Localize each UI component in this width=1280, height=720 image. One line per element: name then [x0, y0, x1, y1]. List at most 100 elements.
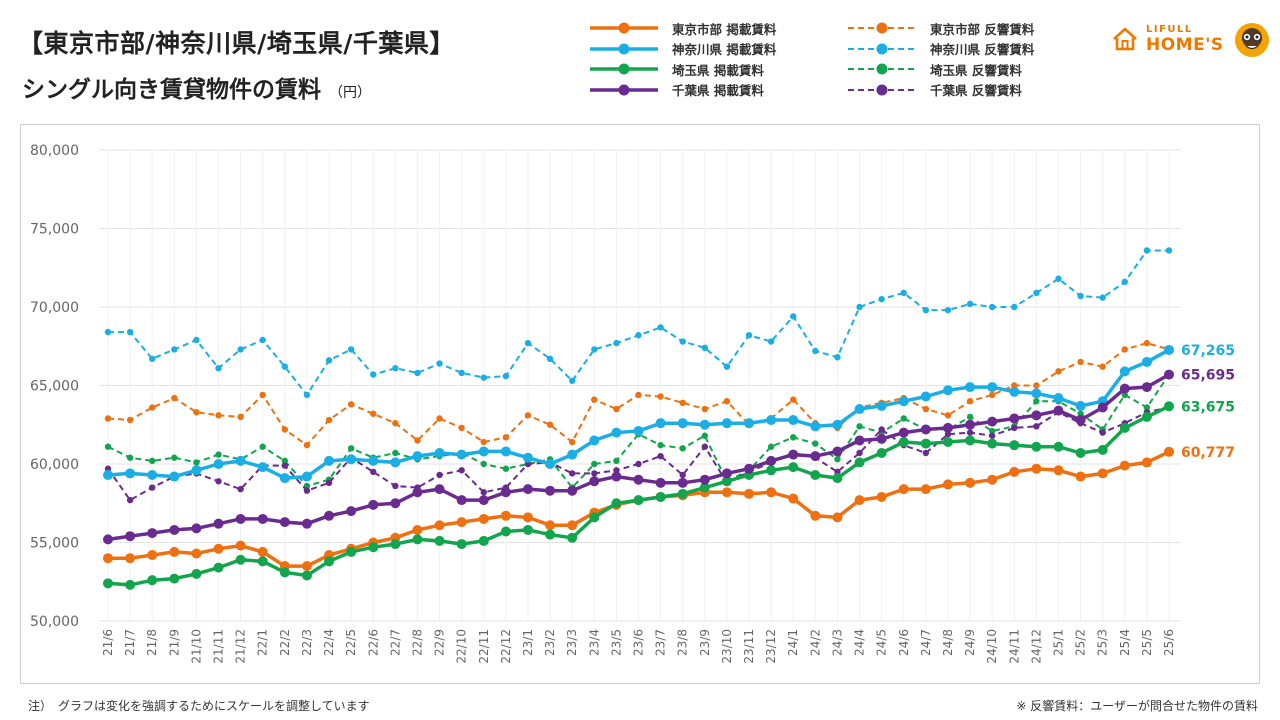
data-point	[987, 382, 998, 393]
data-point	[215, 365, 222, 372]
legend-label: 埼玉県 掲載賃料	[672, 62, 764, 78]
data-point	[723, 398, 731, 405]
data-point	[546, 421, 554, 428]
x-tick-label: 22/4	[322, 629, 336, 656]
x-tick-label: 24/2	[808, 629, 822, 656]
x-tick-label: 24/3	[830, 629, 844, 656]
legend-item: 千葉県 反響賃料	[846, 80, 1022, 100]
data-point	[325, 357, 333, 364]
x-tick-label: 22/3	[300, 629, 314, 656]
data-point	[347, 401, 355, 408]
x-tick-label: 23/2	[543, 629, 557, 656]
x-tick-label: 25/1	[1051, 629, 1065, 656]
data-point	[215, 412, 222, 419]
data-point	[657, 452, 664, 460]
line-chart: 50,000 55,000 60,000 65,000 70,000 75,000 80,0…	[30, 143, 1235, 664]
data-point	[281, 426, 289, 433]
data-point	[966, 300, 974, 308]
data-point	[589, 512, 600, 523]
x-tick-label: 23/12	[764, 629, 778, 664]
data-point	[169, 546, 180, 557]
legend-swatch	[590, 22, 658, 34]
data-point	[149, 355, 156, 363]
data-point	[1033, 423, 1040, 430]
data-point	[1121, 346, 1128, 353]
data-point	[257, 556, 268, 567]
data-point	[591, 460, 598, 468]
data-point	[1097, 468, 1108, 479]
data-point	[854, 495, 865, 506]
data-point	[502, 372, 510, 380]
data-point	[500, 446, 511, 457]
data-point	[414, 437, 421, 444]
data-point	[613, 457, 620, 465]
x-tick-label: 23/4	[587, 629, 601, 656]
data-point	[215, 478, 222, 485]
data-point	[613, 405, 620, 413]
data-point	[657, 393, 664, 400]
chart-legend: 東京市部 掲載賃料 神奈川県 掲載賃料 埼玉県 掲載賃料 千葉県 掲載賃料 東京市部 反…	[588, 18, 1078, 102]
data-point	[1097, 444, 1108, 455]
x-tick-label: 21/6	[101, 629, 115, 656]
data-point	[480, 374, 487, 381]
data-point	[169, 524, 180, 535]
data-point	[701, 344, 709, 352]
data-point	[126, 496, 134, 504]
data-point	[456, 539, 467, 550]
data-point	[103, 578, 113, 589]
data-point	[500, 526, 511, 537]
logo-text-top: LIFULL	[1146, 24, 1193, 35]
data-point	[147, 575, 158, 586]
data-point	[657, 441, 664, 449]
legend-label: 神奈川県 掲載賃料	[672, 42, 777, 57]
data-point	[591, 346, 598, 353]
data-point	[788, 415, 799, 426]
data-point	[368, 499, 379, 510]
data-point	[237, 413, 244, 421]
data-point	[942, 422, 953, 433]
data-point	[633, 474, 644, 485]
data-point	[434, 535, 445, 546]
y-tick-label: 60,000	[30, 457, 79, 473]
data-point	[1119, 460, 1130, 471]
data-point	[744, 488, 755, 499]
data-point	[546, 355, 554, 363]
data-point	[279, 473, 290, 484]
data-point	[103, 553, 113, 564]
x-tick-label: 24/5	[875, 629, 889, 656]
data-point	[567, 520, 578, 531]
legend-label: 東京市部 反響賃料	[930, 21, 1035, 37]
data-point	[412, 487, 423, 498]
data-point	[169, 471, 180, 482]
data-point	[545, 520, 556, 531]
data-point	[237, 346, 244, 353]
x-tick-label: 24/7	[919, 629, 933, 656]
subtitle-text: シングル向き賃貸物件の賃料	[22, 77, 321, 103]
data-point	[567, 485, 578, 496]
x-tick-label: 24/1	[786, 629, 800, 656]
data-point	[347, 346, 355, 353]
data-point	[635, 460, 642, 468]
data-point	[126, 454, 134, 461]
data-point	[324, 455, 335, 466]
data-point	[812, 440, 819, 447]
data-point	[898, 437, 909, 448]
data-point	[568, 377, 576, 384]
data-point	[1033, 289, 1040, 297]
data-point	[744, 418, 755, 429]
x-tick-label: 21/12	[234, 629, 248, 664]
series-4: 63,675	[103, 399, 1235, 590]
x-tick-label: 23/1	[521, 629, 535, 656]
data-point	[414, 369, 421, 377]
data-point	[545, 529, 556, 540]
data-point	[988, 391, 996, 399]
data-point	[1053, 441, 1064, 452]
data-point	[589, 435, 600, 446]
data-point	[1143, 404, 1151, 411]
data-point	[766, 415, 777, 426]
data-point	[193, 408, 200, 416]
data-point	[191, 465, 202, 476]
data-point	[876, 491, 887, 502]
legend-item: 埼玉県 掲載賃料	[588, 59, 764, 79]
data-point	[810, 451, 821, 462]
